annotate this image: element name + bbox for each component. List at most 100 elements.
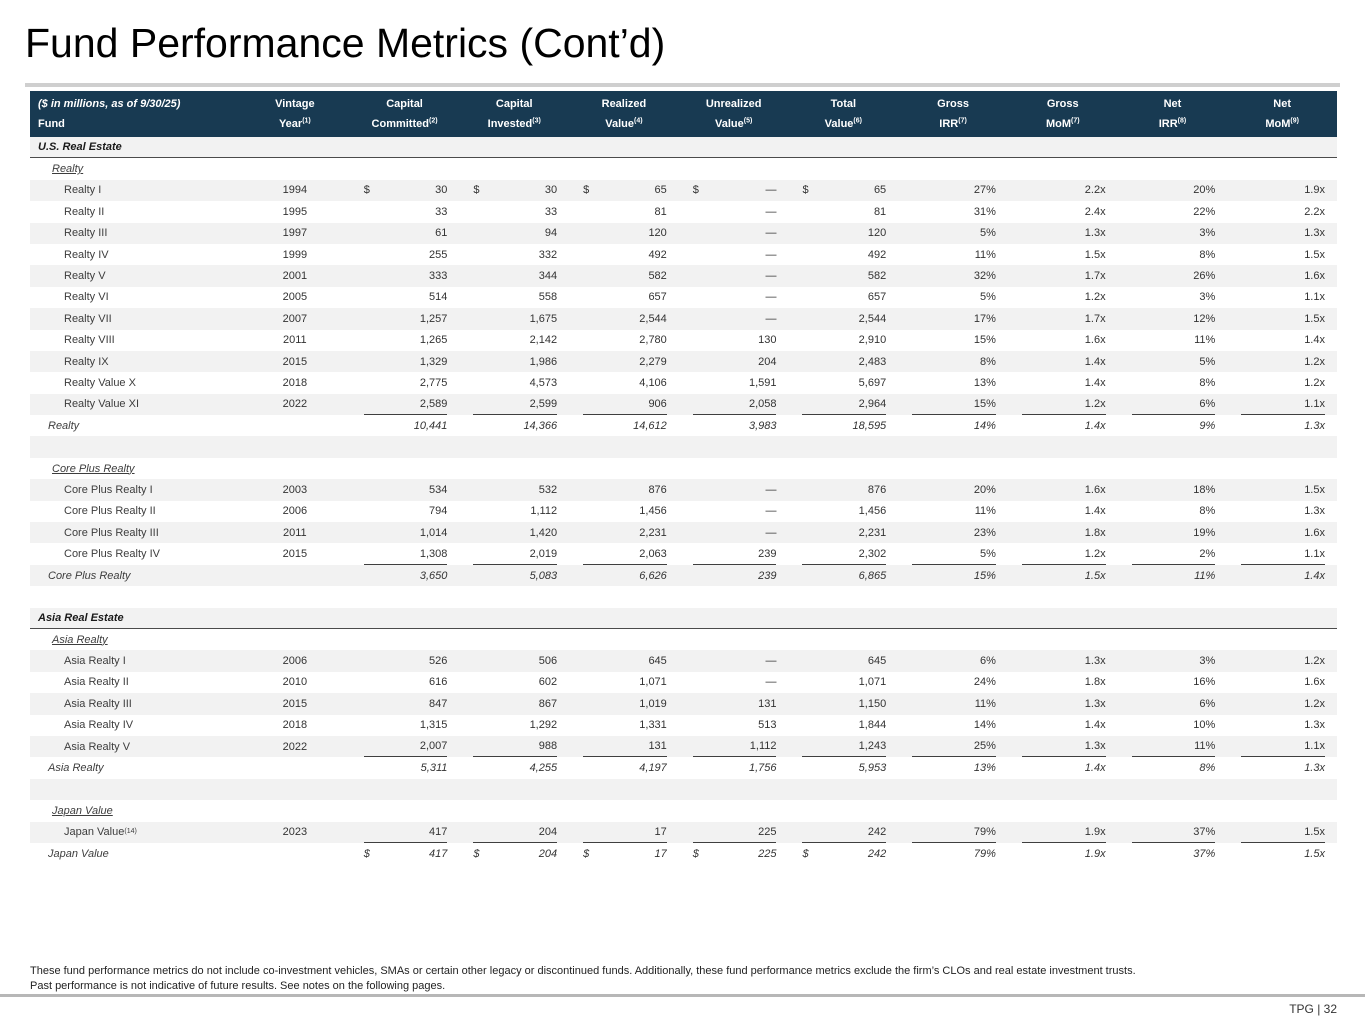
value-cell <box>1118 608 1228 628</box>
value-cell <box>1118 158 1228 179</box>
value-cell <box>569 779 679 800</box>
vintage-year: 2022 <box>282 740 308 753</box>
table-header-row: ($ in millions, as of 9/30/25) Fund Vint… <box>30 91 1337 137</box>
value-cell: — <box>765 248 777 261</box>
fund-name: Asia Realty II <box>64 676 129 689</box>
value-cell: 8% <box>1199 248 1216 261</box>
value-cell: 11% <box>974 248 996 261</box>
value-cell: 2,063 <box>569 543 679 565</box>
value-cell: 1,329 <box>419 355 448 368</box>
value-cell <box>459 137 569 157</box>
value-cell: 1.5x <box>1304 248 1325 261</box>
vintage-year <box>240 586 350 607</box>
fund-name: Japan Value (14) <box>64 826 137 839</box>
value-cell: 19% <box>1193 526 1216 539</box>
vintage-year <box>240 800 350 821</box>
value-cell: — <box>765 655 777 668</box>
vintage-year: 2018 <box>282 376 308 389</box>
value-cell: 4,573 <box>529 376 558 389</box>
value-cell: 1,019 <box>639 697 667 710</box>
fund-name: Realty VII <box>64 312 112 325</box>
value-cell: 1.5x <box>1084 248 1106 261</box>
value-cell: — <box>765 205 777 218</box>
value-cell <box>898 158 1008 179</box>
value-cell <box>350 608 460 628</box>
value-cell: 94 <box>544 227 558 240</box>
value-cell: 5% <box>1199 355 1216 368</box>
column-header-irr: Net IRR(8) <box>1158 98 1187 130</box>
value-cell: 616 <box>429 676 448 689</box>
value-cell: 2,589 <box>350 394 460 416</box>
fund-name: Realty <box>52 163 84 176</box>
table-row-japan-value: Japan Value $417 $204 $17 $225 $242 79% 1.9x 37%… <box>30 842 1337 865</box>
value-cell: 239 <box>679 543 789 565</box>
value-cell <box>350 779 460 800</box>
table-row-realty-viii: Realty VIII 2011 1,265 2,142 2,780 130 2,910 15… <box>30 329 1337 351</box>
fund-name: Core Plus Realty IV <box>64 548 160 561</box>
value-cell <box>898 436 1008 457</box>
value-cell <box>569 608 679 628</box>
value-cell <box>788 800 898 821</box>
value-cell: 22% <box>1193 205 1216 218</box>
value-cell <box>788 158 898 179</box>
value-cell: 27% <box>973 184 996 197</box>
column-header-mom: Gross MoM(7) <box>1045 98 1080 130</box>
vintage-year <box>240 629 350 650</box>
vintage-year: 2015 <box>282 548 308 561</box>
value-cell <box>679 629 789 650</box>
table-row-realty: Realty <box>30 158 1337 180</box>
value-cell: 131 <box>758 697 777 710</box>
value-cell <box>1227 586 1337 607</box>
value-cell: 1.2x <box>1304 355 1325 368</box>
value-cell <box>1118 458 1228 479</box>
vintage-year: 2015 <box>282 355 308 368</box>
value-cell: 8% <box>1199 376 1216 389</box>
value-cell <box>898 458 1008 479</box>
value-cell: 79% <box>898 822 1008 843</box>
value-cell: 1,257 <box>419 312 448 325</box>
fund-name: Realty II <box>64 205 105 218</box>
column-header-committed: Capital Committed(2) <box>371 98 438 130</box>
column-header-mom: Net MoM(9) <box>1265 98 1299 130</box>
value-cell <box>1118 629 1228 650</box>
value-cell: 1,150 <box>858 697 887 710</box>
value-cell: 33 <box>544 205 558 218</box>
value-cell: 2,544 <box>858 312 887 325</box>
value-cell: 17% <box>973 312 996 325</box>
value-cell: 11% <box>1194 569 1216 582</box>
value-cell: 2,483 <box>858 355 887 368</box>
value-cell: 1.6x <box>1304 526 1325 539</box>
value-cell: — <box>765 676 777 689</box>
value-cell: 1,071 <box>858 676 887 689</box>
value-cell: 1.1x <box>1227 394 1337 416</box>
table-row-asia-real-estate: Asia Real Estate <box>30 607 1337 629</box>
value-cell: 1.6x <box>1304 270 1325 283</box>
value-cell: 1.7x <box>1084 270 1106 283</box>
value-cell <box>1008 629 1118 650</box>
table-row-realty-iii: Realty III 1997 61 94 120 — 120 5% 1.3x 3% 1.3x <box>30 222 1337 244</box>
fund-name: Core Plus Realty <box>48 569 131 582</box>
table-body: U.S. Real Estate Realty Realty I 1994 $30 $30… <box>30 137 1337 865</box>
value-cell <box>569 458 679 479</box>
value-cell: 2.2x <box>1084 184 1106 197</box>
fund-name <box>30 586 240 607</box>
value-cell <box>1008 158 1118 179</box>
column-header-value: Total Value(6) <box>824 98 862 130</box>
value-cell <box>788 586 898 607</box>
value-cell: 120 <box>867 227 887 240</box>
value-cell: 1,456 <box>639 505 667 518</box>
value-cell: 13% <box>973 376 996 389</box>
value-cell: 906 <box>569 394 679 416</box>
value-cell <box>679 608 789 628</box>
table-row-core-plus-realty-iii: Core Plus Realty III 2011 1,014 1,420 2,231 —… <box>30 522 1337 544</box>
value-cell: 14,612 <box>633 419 667 432</box>
table-row-realty-v: Realty V 2001 333 344 582 — 582 32% 1.7x 26% 1.6x <box>30 265 1337 287</box>
fund-name: Core Plus Realty II <box>64 505 156 518</box>
value-cell <box>1008 608 1118 628</box>
value-cell: 506 <box>538 655 558 668</box>
value-cell: 1.3x <box>1084 227 1106 240</box>
value-cell: 8% <box>1199 505 1216 518</box>
value-cell <box>898 586 1008 607</box>
table-row-asia-realty-iv: Asia Realty IV 2018 1,315 1,292 1,331 513 1,84… <box>30 714 1337 736</box>
value-cell <box>679 458 789 479</box>
